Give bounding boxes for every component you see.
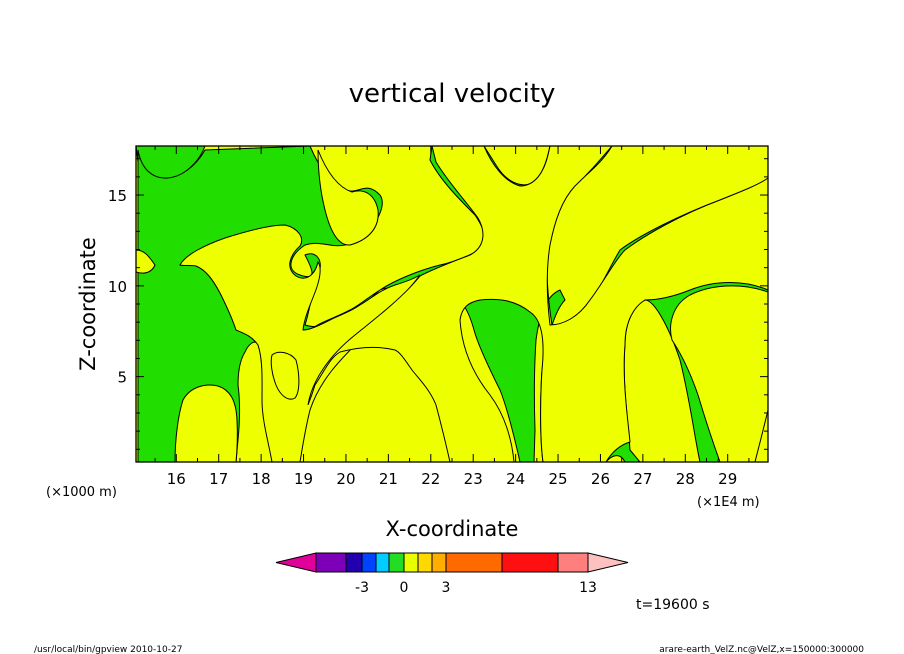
- colorbar-tick-label: 13: [579, 580, 597, 596]
- contour-region: [179, 224, 421, 463]
- y-axis: 5 10 15: [108, 158, 768, 450]
- contour-region: [174, 384, 238, 463]
- contour-region: [307, 145, 769, 463]
- colorbar-labels: -3 0 3 13: [355, 580, 597, 596]
- x-tick-label: 23: [464, 470, 483, 488]
- x-unit-right: (×1E4 m): [697, 495, 760, 510]
- colorbar-segment: [501, 552, 559, 573]
- contour-region: [670, 285, 769, 463]
- x-tick-label: 22: [421, 470, 440, 488]
- footer-right: arare-earth_VelZ.nc@VelZ,x=150000:300000: [659, 645, 864, 654]
- colorbar-segment: [315, 552, 347, 573]
- contour-region: [270, 351, 300, 400]
- colorbar-tick-label: -3: [355, 580, 369, 596]
- colorbar-segment: [557, 552, 589, 573]
- x-tick-label: 24: [506, 470, 525, 488]
- footer-left: /usr/local/bin/gpview 2010-10-27: [34, 645, 182, 654]
- x-axis-label: X-coordinate: [386, 517, 519, 541]
- x-tick-label: 16: [167, 470, 186, 488]
- contour-region: [317, 149, 379, 246]
- x-tick-label: 17: [209, 470, 228, 488]
- x-tick-label: 28: [676, 470, 695, 488]
- y-tick-label: 5: [117, 369, 127, 387]
- time-label: t=19600 s: [636, 597, 710, 613]
- colorbar-tick-label: 0: [400, 580, 409, 596]
- x-tick-label: 26: [591, 470, 610, 488]
- x-axis: 16 17 18 19 20 21 22 23 24 25 26 27 28 29: [154, 146, 750, 488]
- x-tick-label: 25: [548, 470, 567, 488]
- colorbar-segment: [375, 552, 390, 573]
- y-tick-label: 15: [108, 187, 127, 205]
- x-tick-label: 20: [336, 470, 355, 488]
- x-tick-label: 29: [718, 470, 737, 488]
- x-tick-label: 21: [379, 470, 398, 488]
- colorbar-segment: [345, 552, 363, 573]
- colorbar-segment: [445, 552, 503, 573]
- y-axis-label: Z-coordinate: [76, 237, 100, 371]
- contour-region: [135, 249, 156, 274]
- x-tick-label: 18: [252, 470, 271, 488]
- colorbar-segment: [388, 552, 405, 573]
- colorbar-segment: [403, 552, 419, 573]
- x-tick-label: 19: [294, 470, 313, 488]
- colorbar-segment: [587, 552, 629, 573]
- colorbar-segment: [361, 552, 377, 573]
- y-tick-label: 10: [108, 278, 127, 296]
- x-unit-left: (×1000 m): [46, 485, 117, 500]
- colorbar: [275, 552, 629, 573]
- colorbar-tick-label: 3: [442, 580, 451, 596]
- colorbar-segment: [417, 552, 433, 573]
- x-tick-label: 27: [633, 470, 652, 488]
- chart-title: vertical velocity: [349, 79, 556, 109]
- contour-regions-positive: [135, 145, 769, 463]
- colorbar-segment: [275, 552, 317, 573]
- colorbar-segment: [431, 552, 447, 573]
- plot-area: 16 17 18 19 20 21 22 23 24 25 26 27 28 29 5 10 15: [108, 145, 769, 488]
